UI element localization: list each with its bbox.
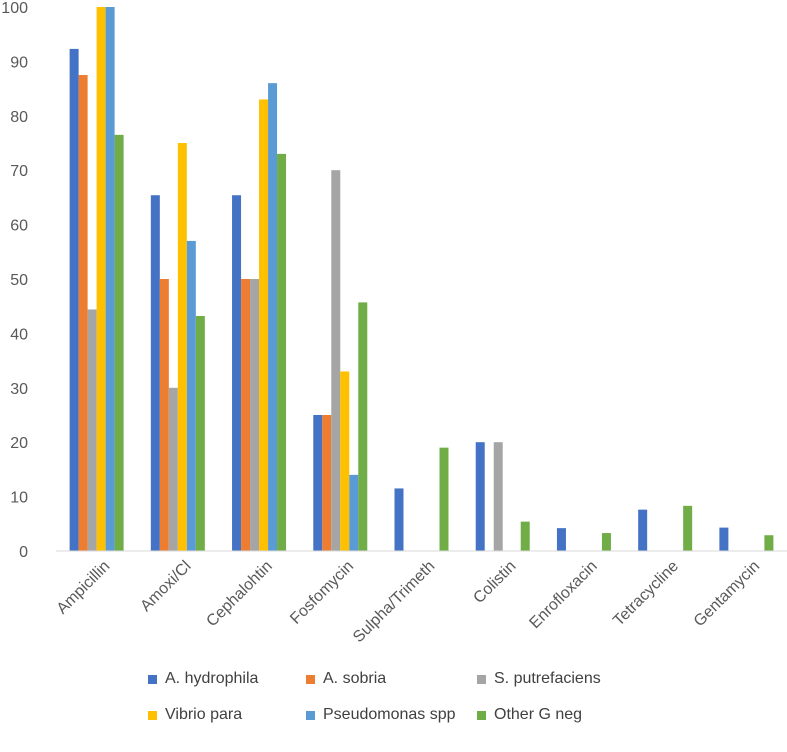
- x-tick-label: Amoxi/Cl: [137, 558, 194, 615]
- y-tick-label: 40: [10, 326, 28, 343]
- y-tick-label: 50: [10, 272, 28, 289]
- bar: [719, 527, 729, 551]
- bar: [150, 195, 160, 551]
- bar: [168, 387, 178, 551]
- bar: [268, 83, 278, 551]
- bar: [69, 48, 79, 551]
- x-tick-label: Fosfomycin: [287, 558, 357, 628]
- bar: [186, 240, 196, 552]
- bar: [475, 442, 485, 551]
- y-tick-label: 70: [10, 163, 28, 180]
- bar: [87, 309, 97, 551]
- bar: [232, 195, 242, 551]
- x-axis-labels: Ampicillin Amoxi/Cl Cephalohtin FosfomycinS…: [54, 558, 764, 646]
- y-tick-label: 30: [10, 381, 28, 398]
- bars: [69, 7, 774, 552]
- bar: [114, 134, 124, 551]
- x-tick-label: Colistin: [470, 558, 519, 607]
- bar: [520, 521, 530, 551]
- bar: [394, 488, 404, 551]
- y-tick-label: 10: [10, 490, 28, 507]
- y-tick-label: 20: [10, 435, 28, 452]
- bar: [601, 533, 611, 551]
- bar: [331, 170, 341, 551]
- bar: [358, 302, 368, 551]
- bar: [493, 442, 503, 551]
- bar: [78, 75, 88, 551]
- bar: [195, 315, 205, 551]
- x-tick-label: Ampicillin: [54, 558, 114, 618]
- y-tick-label: 90: [10, 54, 28, 71]
- y-axis-ticks: 0 10 20 30 40 50 60 70 80 90 100: [1, 0, 28, 561]
- x-tick-label: Cephalohtin: [203, 558, 275, 630]
- bar: [277, 153, 287, 551]
- y-tick-label: 100: [1, 0, 28, 17]
- bar: [177, 143, 187, 551]
- bar: [556, 528, 566, 551]
- bar: [250, 279, 260, 551]
- bar: [159, 279, 169, 551]
- x-tick-label: Sulpha/Trimeth: [350, 558, 438, 646]
- y-tick-label: 60: [10, 218, 28, 235]
- y-tick-label: 80: [10, 109, 28, 126]
- bar: [241, 279, 251, 551]
- x-tick-label: Enrofloxacin: [526, 558, 600, 632]
- bar: [322, 415, 332, 551]
- bar: [439, 447, 449, 551]
- y-tick-label: 0: [19, 544, 28, 561]
- bar: [259, 99, 269, 551]
- bar: [96, 7, 106, 551]
- bar: [340, 371, 350, 551]
- bar: [105, 7, 115, 551]
- x-tick-label: Gentamycin: [691, 558, 763, 630]
- bar: [313, 415, 323, 551]
- bar: [683, 505, 693, 551]
- bar: [638, 509, 648, 551]
- x-tick-label: Tetracycline: [610, 558, 682, 630]
- bar: [349, 474, 359, 551]
- bar: [764, 535, 774, 551]
